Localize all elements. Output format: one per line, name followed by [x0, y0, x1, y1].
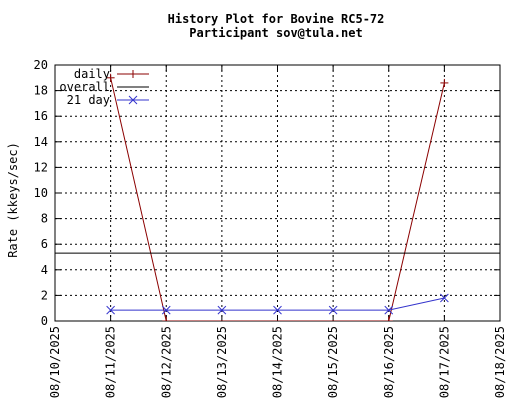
y-tick-label: 4: [41, 263, 48, 277]
y-axis-label: Rate (kkeys/sec): [6, 142, 20, 258]
chart-title: History Plot for Bovine RC5-72: [168, 12, 385, 26]
series-daily: [106, 73, 449, 321]
series-layer: [55, 73, 500, 321]
x-tick-label: 08/18/2025: [493, 326, 507, 398]
x-tick-label: 08/13/2025: [215, 326, 229, 398]
data-point: [106, 73, 115, 82]
y-tick-label: 20: [34, 58, 48, 72]
x-tick-label: 08/15/2025: [326, 326, 340, 398]
legend-marker: [128, 95, 138, 105]
axes: 0 2 4 6 8 10 12 14 16 18 20 08/10/2025 08/11/2025 08/…: [34, 58, 507, 398]
y-tick-label: 6: [41, 237, 48, 251]
data-point: [162, 317, 171, 321]
y-tick-label: 2: [41, 288, 48, 302]
legend-label: overall: [59, 80, 110, 94]
y-tick-label: 12: [34, 160, 48, 174]
x-tick-label: 08/10/2025: [48, 326, 62, 398]
x-tick-label: 08/11/2025: [104, 326, 118, 398]
data-point: [440, 293, 449, 303]
data-point: [273, 305, 282, 315]
series-21-day: [106, 293, 449, 315]
data-point: [106, 305, 115, 315]
series-line: [110, 297, 445, 311]
series-line: [110, 77, 445, 321]
x-tick-label: 08/16/2025: [382, 326, 396, 398]
data-point: [217, 305, 227, 315]
y-tick-label: 14: [34, 135, 48, 149]
x-tick-label: 08/17/2025: [437, 326, 451, 398]
y-tick-label: 10: [34, 186, 48, 200]
y-tick-label: 16: [34, 109, 48, 123]
x-tick-label: 08/14/2025: [271, 326, 285, 398]
legend-label: daily: [74, 67, 110, 81]
legend-marker: [129, 70, 137, 78]
chart-subtitle: Participant sov@tula.net: [189, 26, 362, 40]
data-point: [384, 305, 394, 315]
y-tick-label: 8: [41, 212, 48, 226]
grid: [55, 65, 500, 321]
y-tick-label: 18: [34, 84, 48, 98]
data-point: [384, 317, 393, 321]
data-point: [440, 78, 449, 87]
legend-label: 21 day: [67, 93, 110, 107]
y-tick-label: 0: [41, 314, 48, 328]
data-point: [161, 305, 171, 315]
data-point: [328, 305, 338, 315]
x-tick-label: 08/12/2025: [159, 326, 173, 398]
